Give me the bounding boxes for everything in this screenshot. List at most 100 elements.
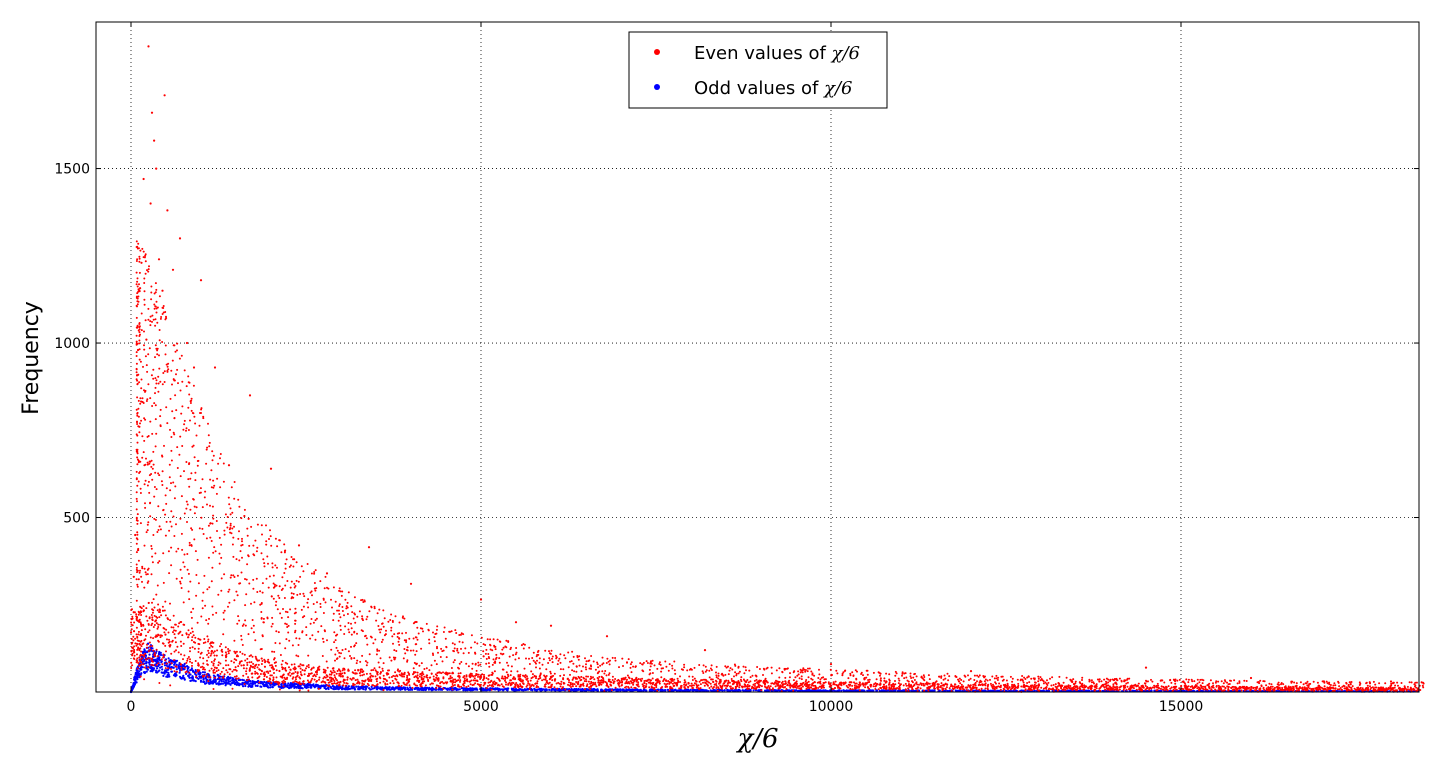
even-point	[296, 674, 299, 677]
odd-point	[558, 687, 561, 691]
even-point	[298, 682, 301, 685]
even-point	[335, 672, 338, 675]
even-point	[144, 628, 147, 631]
even-point	[470, 679, 473, 682]
even-point	[361, 684, 364, 687]
even-point	[579, 684, 582, 687]
odd-point	[265, 681, 268, 685]
even-point	[1153, 684, 1156, 687]
odd-point	[1088, 689, 1091, 692]
even-point	[170, 652, 173, 655]
even-point	[888, 688, 891, 691]
even-point	[902, 684, 905, 687]
odd-point	[932, 689, 936, 692]
even-point	[210, 652, 213, 655]
odd-point	[520, 688, 523, 691]
even-point	[269, 678, 272, 681]
even-point	[161, 642, 164, 645]
odd-point	[224, 679, 227, 682]
even-point	[628, 677, 631, 680]
even-point	[1104, 688, 1107, 691]
odd-point	[263, 684, 266, 687]
even-point	[257, 663, 260, 666]
even-point	[1334, 687, 1337, 690]
even-point	[223, 673, 226, 676]
odd-point	[420, 688, 424, 692]
even-point	[165, 628, 168, 631]
even-point	[133, 645, 136, 648]
even-point	[1269, 685, 1272, 688]
even-point	[284, 661, 287, 664]
even-point	[131, 664, 134, 667]
even-point	[151, 616, 154, 619]
even-point	[509, 684, 512, 687]
even-point	[299, 671, 302, 673]
odd-point	[893, 689, 896, 692]
even-point	[275, 661, 277, 664]
even-point	[343, 681, 346, 684]
odd-point	[897, 689, 900, 692]
even-point	[163, 609, 166, 612]
even-point	[337, 684, 340, 687]
even-point	[280, 663, 283, 666]
even-point	[259, 673, 262, 675]
odd-point	[155, 671, 159, 674]
even-point	[435, 676, 438, 679]
even-point	[145, 607, 148, 610]
even-point	[243, 653, 246, 656]
even-point	[151, 601, 153, 604]
odd-point	[394, 687, 397, 690]
even-point	[166, 638, 168, 641]
even-point	[140, 625, 143, 628]
odd-point	[409, 688, 412, 691]
odd-point	[317, 685, 320, 688]
even-point	[349, 677, 352, 680]
odd-point	[265, 683, 268, 687]
even-point	[386, 683, 389, 686]
even-point	[1321, 687, 1324, 690]
even-point	[374, 675, 377, 678]
even-point	[1164, 689, 1166, 691]
even-point	[160, 658, 163, 661]
even-point	[1310, 688, 1313, 690]
even-point	[933, 687, 936, 690]
even-point	[138, 656, 141, 659]
even-point	[632, 683, 635, 686]
even-point	[883, 683, 885, 686]
odd-point	[304, 684, 307, 687]
even-point	[207, 649, 210, 652]
even-point	[587, 680, 590, 683]
even-point	[919, 687, 922, 690]
even-point	[662, 680, 665, 683]
even-point	[813, 681, 816, 683]
even-point	[498, 679, 501, 682]
even-point	[764, 685, 766, 688]
even-point	[1274, 686, 1276, 689]
even-point	[575, 685, 578, 688]
odd-point	[198, 675, 202, 679]
even-point	[817, 687, 820, 689]
even-point	[203, 638, 206, 640]
even-point	[506, 676, 509, 679]
even-point	[719, 685, 722, 688]
odd-point	[463, 687, 466, 690]
even-point	[363, 680, 366, 683]
even-point	[788, 679, 791, 682]
even-point	[589, 678, 592, 680]
odd-point	[155, 669, 158, 672]
even-point	[756, 686, 759, 689]
even-point	[358, 681, 361, 684]
even-point	[583, 680, 586, 683]
even-point	[369, 672, 372, 675]
even-point	[191, 664, 193, 667]
odd-point	[201, 671, 205, 674]
even-point	[1083, 686, 1086, 689]
even-point	[1173, 686, 1176, 689]
even-point	[182, 642, 185, 645]
odd-point	[469, 687, 472, 690]
even-point	[189, 658, 191, 661]
odd-point	[679, 688, 682, 692]
even-point	[986, 688, 989, 691]
even-point	[641, 677, 644, 680]
odd-point	[187, 675, 190, 678]
